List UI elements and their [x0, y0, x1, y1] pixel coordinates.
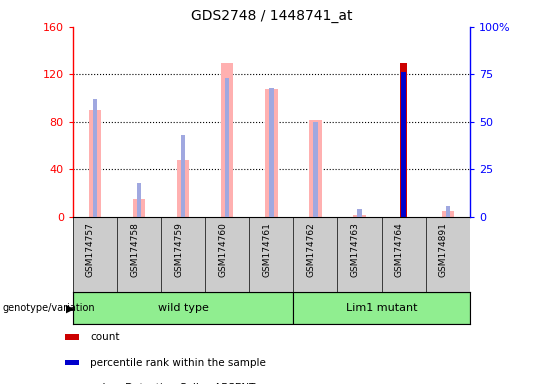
Bar — [89, 110, 101, 217]
Bar — [293, 292, 470, 324]
Text: genotype/variation: genotype/variation — [3, 303, 96, 313]
Text: GSM174763: GSM174763 — [350, 222, 360, 277]
Text: Lim1 mutant: Lim1 mutant — [346, 303, 417, 313]
Bar — [446, 205, 450, 217]
Bar — [401, 73, 406, 217]
Text: count: count — [90, 332, 120, 342]
Bar — [65, 360, 79, 366]
Text: wild type: wild type — [158, 303, 208, 313]
Bar — [225, 78, 229, 217]
Text: GSM174761: GSM174761 — [262, 222, 271, 277]
Bar — [309, 119, 322, 217]
Text: GSM174764: GSM174764 — [395, 222, 403, 277]
Text: GSM174759: GSM174759 — [174, 222, 183, 277]
Bar — [265, 89, 278, 217]
Text: ▶: ▶ — [66, 303, 75, 313]
Bar — [442, 211, 454, 217]
Bar — [73, 292, 293, 324]
Bar — [137, 183, 141, 217]
Text: GSM174760: GSM174760 — [218, 222, 227, 277]
Bar — [181, 135, 185, 217]
Bar — [313, 122, 318, 217]
Bar — [133, 199, 145, 217]
Title: GDS2748 / 1448741_at: GDS2748 / 1448741_at — [191, 9, 352, 23]
Text: value, Detection Call = ABSENT: value, Detection Call = ABSENT — [90, 383, 255, 384]
Bar — [177, 160, 190, 217]
Text: GSM174757: GSM174757 — [86, 222, 95, 277]
Bar — [221, 63, 233, 217]
Bar — [65, 334, 79, 340]
Text: percentile rank within the sample: percentile rank within the sample — [90, 358, 266, 367]
Bar — [400, 63, 407, 217]
Bar — [93, 99, 97, 217]
Text: GSM174758: GSM174758 — [130, 222, 139, 277]
Bar — [353, 215, 366, 217]
Text: GSM174762: GSM174762 — [307, 222, 315, 277]
Text: GSM174891: GSM174891 — [438, 222, 448, 277]
Bar — [269, 88, 274, 217]
Bar — [357, 209, 362, 217]
